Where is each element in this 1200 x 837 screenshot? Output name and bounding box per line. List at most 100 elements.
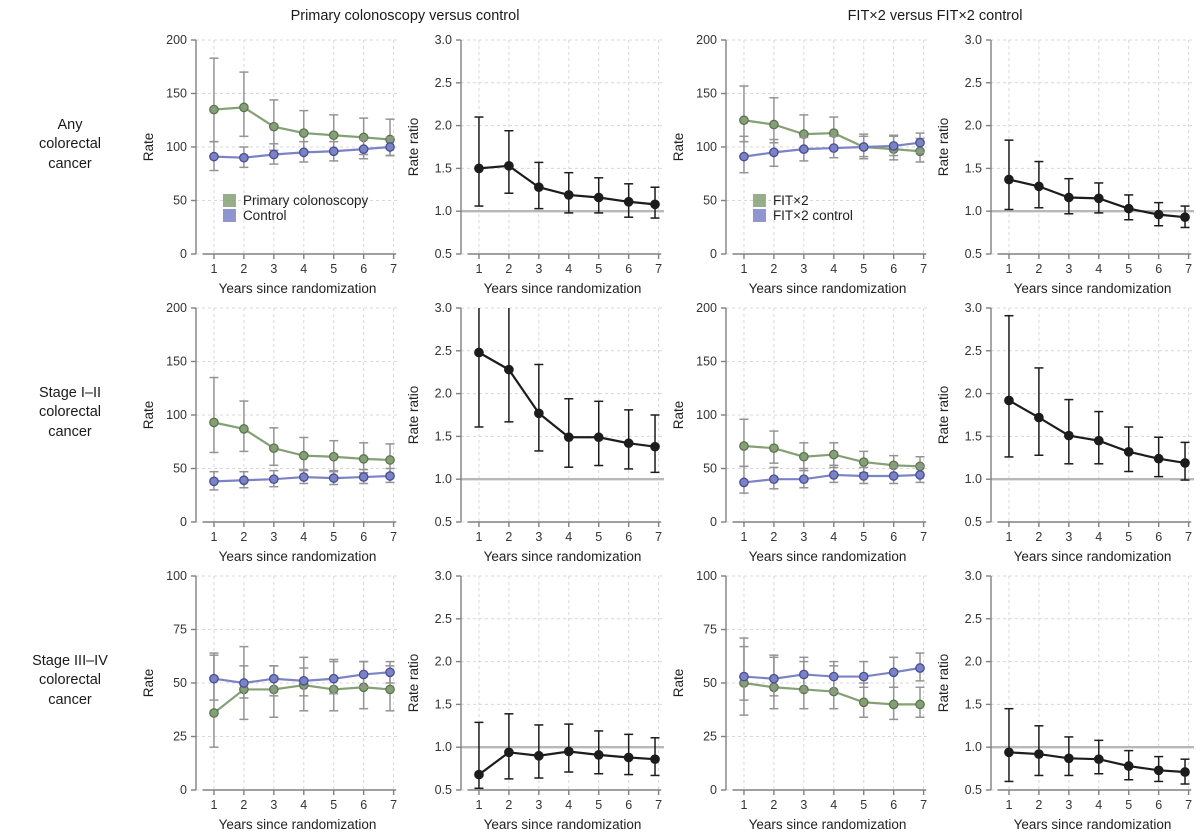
svg-text:2.0: 2.0 (965, 387, 982, 401)
svg-text:0.5: 0.5 (965, 247, 982, 261)
svg-text:100: 100 (166, 569, 187, 583)
svg-text:1: 1 (1005, 530, 1012, 544)
svg-text:100: 100 (696, 408, 717, 422)
svg-text:3.0: 3.0 (435, 33, 452, 47)
y-axis-label: Rate (141, 669, 156, 698)
svg-text:4: 4 (565, 530, 572, 544)
chart-stage1-2-fit-rate-ratio: 0.5 1.0 1.5 2.0 2.5 3.0 1 2 3 4 5 6 7 Rate ratio Years… (935, 300, 1200, 568)
series-markers (739, 470, 925, 488)
svg-text:5: 5 (595, 530, 602, 544)
data-point-marker (358, 669, 369, 680)
data-point-marker (239, 102, 249, 113)
svg-text:5: 5 (595, 798, 602, 812)
svg-text:1.5: 1.5 (435, 697, 452, 711)
axes (191, 575, 397, 795)
chart-stage3-4-colonoscopy-rate-ratio: 0.5 1.0 1.5 2.0 2.5 3.0 1 2 3 4 5 6 7 Rate ratio Years… (405, 568, 670, 836)
data-point-marker (358, 144, 369, 154)
data-point-marker (1093, 754, 1104, 765)
data-point-marker (209, 104, 219, 115)
svg-text:5: 5 (860, 530, 867, 544)
data-point-marker (533, 750, 544, 761)
chart-canvas: 0 25 50 75 100 1 2 3 4 5 6 7 Rate Years since randomi… (671, 569, 929, 832)
legend-swatch (752, 208, 766, 222)
svg-text:7: 7 (920, 798, 927, 812)
axes (456, 39, 662, 259)
svg-text:25: 25 (173, 730, 187, 744)
legend-swatch (752, 194, 766, 207)
svg-text:1: 1 (475, 262, 482, 276)
gridlines (196, 575, 399, 791)
svg-text:2.5: 2.5 (435, 612, 452, 626)
data-point-marker (1063, 192, 1074, 203)
data-point-marker (298, 472, 309, 482)
gridlines (726, 575, 929, 791)
x-axis-label: Years since randomization (484, 281, 642, 296)
x-axis-label: Years since randomization (219, 281, 377, 296)
svg-text:6: 6 (890, 530, 897, 544)
y-axis-label: Rate (671, 401, 686, 430)
svg-text:2: 2 (1035, 262, 1042, 276)
series-markers (209, 417, 395, 465)
tick-labels: 0 25 50 75 100 1 2 3 4 5 6 7 (166, 569, 397, 812)
y-axis-label: Rate ratio (406, 386, 421, 445)
svg-text:7: 7 (655, 530, 662, 544)
tick-labels: 0.5 1.0 1.5 2.0 2.5 3.0 1 2 3 4 5 6 7 (435, 569, 663, 812)
data-point-marker (888, 141, 899, 151)
svg-text:2: 2 (1035, 798, 1042, 812)
data-point-marker (1180, 458, 1190, 468)
axes (986, 575, 1192, 795)
svg-text:1: 1 (740, 262, 747, 276)
chart-any-crc-fit-rate: 0 50 100 150 200 1 2 3 4 5 6 7 Rate Years since rando… (670, 32, 935, 300)
series-markers (209, 102, 395, 145)
data-point-marker (563, 746, 574, 757)
data-point-marker (858, 697, 869, 708)
svg-text:4: 4 (1095, 262, 1102, 276)
legend-swatch (222, 194, 236, 207)
svg-text:2: 2 (770, 262, 777, 276)
svg-text:3: 3 (270, 798, 277, 812)
data-point-marker (563, 190, 574, 200)
data-point-marker (385, 142, 395, 152)
svg-text:3: 3 (270, 530, 277, 544)
data-point-marker (915, 137, 925, 148)
svg-text:200: 200 (696, 301, 717, 315)
svg-text:6: 6 (625, 530, 632, 544)
svg-text:4: 4 (1095, 530, 1102, 544)
error-bars (474, 308, 660, 474)
data-point-marker (593, 750, 604, 760)
svg-text:5: 5 (860, 262, 867, 276)
svg-text:3: 3 (800, 262, 807, 276)
svg-text:3.0: 3.0 (965, 301, 982, 315)
svg-text:3.0: 3.0 (435, 569, 452, 583)
data-point-marker (209, 708, 219, 718)
svg-text:7: 7 (920, 530, 927, 544)
svg-text:0: 0 (180, 515, 187, 529)
svg-text:3.0: 3.0 (965, 33, 982, 47)
data-point-marker (385, 471, 395, 481)
data-point-marker (268, 443, 279, 454)
data-point-marker (650, 754, 660, 765)
data-point-marker (563, 432, 574, 443)
series-markers (1004, 747, 1190, 777)
data-point-marker (1004, 395, 1014, 406)
svg-text:3: 3 (1065, 530, 1072, 544)
data-point-marker (1063, 753, 1074, 764)
data-point-marker (239, 678, 249, 688)
svg-text:2: 2 (505, 262, 512, 276)
data-point-marker (915, 699, 925, 710)
svg-text:0.5: 0.5 (965, 783, 982, 797)
chart-canvas: 0 50 100 150 200 1 2 3 4 5 6 7 Rate Years since rando… (671, 301, 929, 564)
data-point-marker (474, 769, 484, 780)
y-axis-label: Rate (671, 133, 686, 162)
y-axis-label: Rate ratio (936, 386, 951, 445)
svg-text:4: 4 (565, 798, 572, 812)
data-point-marker (1153, 453, 1164, 464)
data-point-marker (328, 451, 339, 462)
data-point-marker (328, 473, 339, 483)
svg-text:3: 3 (800, 798, 807, 812)
x-axis-label: Years since randomization (749, 817, 907, 832)
svg-text:4: 4 (830, 530, 837, 544)
svg-text:0: 0 (710, 783, 717, 797)
series-markers (209, 680, 395, 718)
